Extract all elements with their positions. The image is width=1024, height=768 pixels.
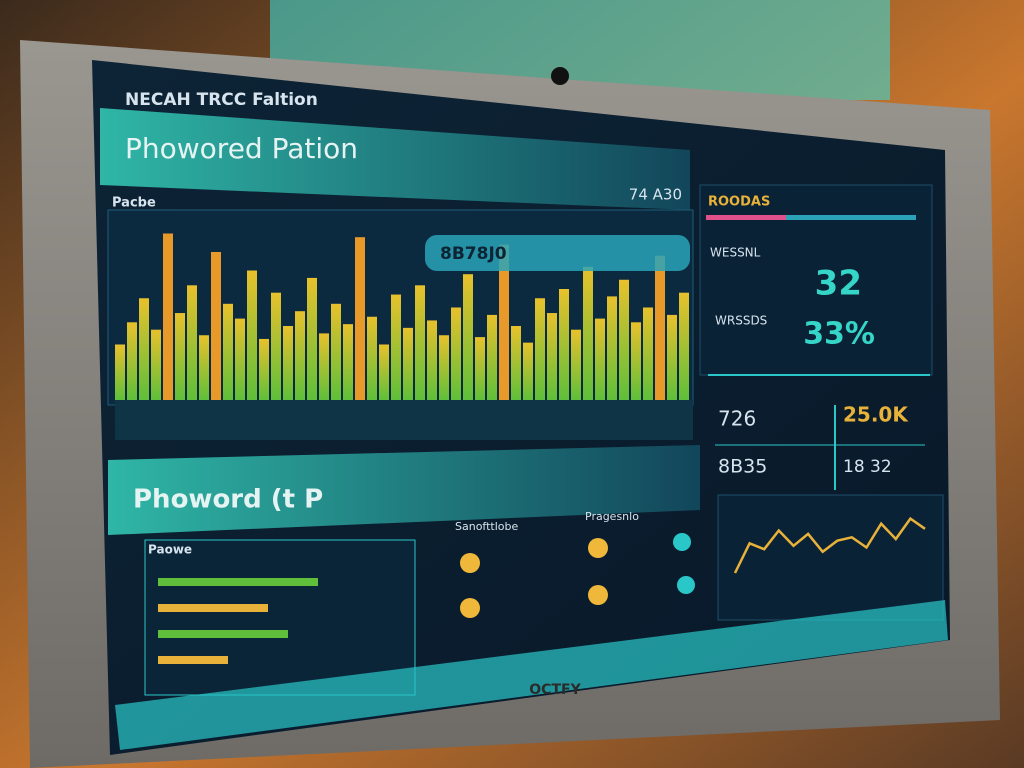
- bar: [559, 289, 569, 400]
- trend-line: [733, 516, 926, 574]
- indicator: [460, 553, 480, 573]
- list-bar: [158, 656, 228, 664]
- indicator: [588, 538, 608, 558]
- bar: [595, 318, 605, 400]
- bar: [223, 303, 233, 400]
- indicator: [588, 585, 608, 605]
- status-dot: [677, 576, 695, 594]
- brand: NECAH TRCC Faltion: [125, 90, 318, 110]
- tooltip: [425, 235, 690, 271]
- status-dot: [673, 533, 691, 551]
- axis-strip: [115, 400, 693, 440]
- list-bar: [158, 604, 268, 612]
- bar: [211, 252, 221, 400]
- bar: [499, 244, 509, 400]
- bar: [271, 292, 281, 400]
- section-band: [108, 445, 700, 535]
- bar: [367, 316, 377, 400]
- bar: [619, 279, 629, 400]
- section-title: Phoword (t P: [133, 485, 323, 515]
- bar: [511, 326, 521, 400]
- bar: [547, 313, 557, 400]
- bar: [331, 303, 341, 400]
- tooltip-text: 8B78J0: [440, 244, 507, 264]
- list-panel: [144, 539, 416, 696]
- trend-panel: [717, 494, 944, 621]
- bar: [199, 335, 209, 400]
- list-title: Paowe: [148, 543, 192, 557]
- bar: [475, 337, 485, 400]
- bar: [235, 318, 245, 400]
- bar: [679, 292, 689, 400]
- chart-value: 74 A30: [629, 186, 682, 204]
- monitor-brand: OCTFY: [529, 682, 581, 698]
- header-band: [100, 108, 690, 210]
- bar: [403, 327, 413, 400]
- bar: [415, 285, 425, 400]
- bar: [355, 237, 365, 400]
- bar: [319, 333, 329, 400]
- bar: [127, 322, 137, 400]
- bar: [175, 313, 185, 400]
- bar: [523, 342, 533, 400]
- stats-progress: [706, 215, 786, 220]
- bar: [487, 314, 497, 400]
- bar: [283, 326, 293, 400]
- bar: [463, 274, 473, 400]
- bar: [607, 296, 617, 400]
- bar: [571, 329, 581, 400]
- list-bar: [158, 578, 318, 586]
- list-bar: [158, 630, 288, 638]
- bar: [307, 277, 317, 400]
- bar: [139, 298, 149, 400]
- status-title: Pragesnlo: [585, 510, 639, 523]
- stat-value: 33%: [803, 317, 875, 352]
- bar: [379, 344, 389, 400]
- tile-value: 726: [718, 407, 756, 431]
- stat-label: WESSNL: [710, 246, 761, 260]
- indicators-title: Sanofttlobe: [455, 520, 518, 533]
- bar: [343, 324, 353, 400]
- bar: [151, 329, 161, 400]
- bar: [667, 314, 677, 400]
- tile-value: 8B35: [718, 456, 767, 478]
- bar: [259, 338, 269, 400]
- stats-title: ROODAS: [708, 195, 770, 210]
- bar: [187, 285, 197, 400]
- bar: [295, 311, 305, 400]
- bar: [163, 233, 173, 400]
- bar: [391, 294, 401, 400]
- stat-value: 32: [815, 264, 862, 304]
- bar: [631, 322, 641, 400]
- bar: [643, 307, 653, 400]
- bar: [439, 335, 449, 400]
- bar: [535, 298, 545, 400]
- chart-label: Pacbe: [112, 196, 156, 211]
- bar: [451, 307, 461, 400]
- title: Phowored Pation: [125, 132, 358, 165]
- tile-value: 18 32: [843, 457, 892, 477]
- webcam: [551, 67, 569, 85]
- bar: [655, 255, 665, 400]
- stats-progress-track: [706, 215, 916, 220]
- stat-label: WRSSDS: [715, 314, 767, 328]
- bar: [583, 266, 593, 400]
- bar: [115, 344, 125, 400]
- indicator: [460, 598, 480, 618]
- screen-glow: [115, 600, 948, 750]
- bar: [247, 270, 257, 400]
- bar: [427, 320, 437, 400]
- tile-value: 25.0K: [843, 403, 909, 427]
